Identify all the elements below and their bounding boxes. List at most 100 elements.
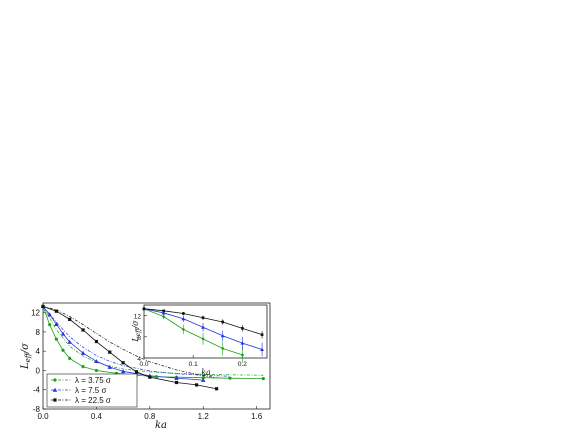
main-x-tick-label: 0.4 — [91, 412, 103, 421]
inset-x-tick-labels: 0.0 0.1 0.2 — [139, 361, 247, 368]
main-series-1-point — [120, 369, 126, 374]
inset-series-1-point — [260, 347, 264, 352]
main-series-0-point — [68, 356, 72, 361]
inset-series-0-point — [182, 328, 185, 331]
inset-y-axis-label-rest: /σ — [131, 320, 140, 330]
main-y-tick-label: 0 — [36, 366, 41, 375]
main-series-2-theory-line — [42, 306, 217, 379]
main-series-1-point — [174, 375, 179, 380]
main-series-1-point — [60, 331, 66, 336]
inset-x-tick-label: 0.0 — [139, 361, 148, 368]
inset-series-2-point — [260, 333, 264, 336]
main-series-0-point — [261, 377, 265, 381]
inset-series-1-point — [161, 311, 166, 315]
main-series-2-point — [174, 380, 179, 385]
inset-series-1-point — [240, 341, 245, 345]
main-series-1-point — [54, 322, 59, 326]
main-series-0-point — [154, 375, 159, 379]
main-y-axis-label-rest: /σ — [20, 342, 31, 354]
inset-series-1-point — [220, 333, 225, 338]
main-series-2-point — [68, 317, 72, 321]
main-x-tick-label: 0.8 — [144, 412, 156, 421]
main-series-2-point — [148, 375, 152, 379]
main-series-2-point — [81, 328, 85, 332]
inset-series-points — [142, 306, 264, 363]
legend-label-2: λ = 22.5 σ — [75, 396, 111, 405]
inset-x-axis-label: ka — [201, 368, 211, 377]
main-series-1-point — [201, 377, 206, 382]
inset-series-0-point — [241, 353, 244, 357]
inset-series-0-point — [221, 347, 225, 350]
legend-swatch-marker-2 — [53, 398, 57, 402]
inset-y-tick-label: 8 — [137, 335, 141, 342]
main-series-2-point — [134, 370, 139, 374]
inset-x-tick-label: 0.2 — [238, 361, 247, 368]
main-series-1-point — [47, 312, 52, 317]
main-x-tick-labels: 0.0 0.4 0.8 1.2 1.6 — [37, 412, 262, 421]
legend-swatch-marker-1 — [52, 387, 58, 392]
main-series-0-line — [42, 306, 264, 380]
main-y-tick-label: 12 — [31, 309, 40, 318]
main-series-2-point — [108, 350, 112, 354]
main-y-tick-label: 4 — [36, 347, 41, 356]
main-series-1-point — [80, 350, 86, 355]
main-series-2-line — [42, 305, 217, 390]
inset-series-2-point — [182, 312, 185, 315]
main-plot-frame — [42, 302, 271, 410]
main-series-1-point — [94, 359, 99, 364]
legend-items: λ = 3.75 σλ = 7.5 σλ = 22.5 σ — [51, 376, 111, 405]
inset-series-1-point — [181, 316, 186, 321]
inset-series-2-point — [201, 316, 205, 320]
inset-series-2-point — [221, 320, 225, 324]
main-y-axis-label-sub: eff — [24, 352, 32, 362]
inset-y-tick-labels: 4 8 12 — [134, 314, 142, 363]
inset-series-1-point — [201, 325, 205, 329]
inset-y-tick-label: 12 — [134, 314, 142, 321]
main-series-2-point — [54, 309, 58, 313]
main-x-tick-label: 1.6 — [251, 412, 263, 421]
inset-series-2-point — [241, 327, 244, 330]
main-x-axis-label: ka — [155, 420, 167, 431]
legend: λ = 3.75 σλ = 7.5 σλ = 22.5 σ — [46, 373, 138, 408]
inset-series-2-point — [162, 309, 165, 313]
legend-swatch-marker-0 — [53, 378, 57, 382]
main-series-0-point — [228, 376, 232, 380]
inset-series-2-point — [142, 307, 146, 311]
main-y-tick-label: -8 — [33, 405, 41, 414]
main-chart: 0.0 0.4 0.8 1.2 1.6 -8 -4 0 4 8 12 ka Leff/σ λ = … — [20, 302, 271, 431]
main-y-axis-label: Leff/σ — [20, 342, 32, 370]
main-series-0-point — [81, 365, 85, 369]
inset-series-0-point — [162, 315, 165, 318]
main-y-tick-labels: -8 -4 0 4 8 12 — [31, 309, 40, 414]
main-series-2-point — [194, 383, 199, 387]
main-y-tick-label: 8 — [36, 328, 41, 337]
inset-series-0-point — [201, 337, 205, 341]
main-series-2-point — [214, 387, 219, 391]
main-series-1-point — [67, 339, 72, 344]
main-ticks — [42, 312, 257, 410]
legend-box — [46, 373, 138, 408]
inset-chart: 0.0 0.1 0.2 4 8 12 ka Leff/σ — [131, 304, 268, 377]
inset-x-tick-label: 0.1 — [189, 361, 198, 368]
legend-label-1: λ = 7.5 σ — [75, 386, 106, 395]
main-series-lines — [42, 305, 264, 390]
main-series-0-point — [61, 348, 65, 352]
main-series-1-line — [42, 306, 204, 381]
main-y-tick-label: -4 — [33, 386, 41, 395]
main-x-tick-label: 1.2 — [198, 412, 210, 421]
main-series-1-point — [107, 364, 112, 369]
main-series-0-theory-line — [42, 306, 264, 376]
main-series-2-point — [94, 339, 99, 344]
main-y-axis-label-main: L — [20, 362, 31, 370]
inset-y-axis-label: Leff/σ — [131, 320, 142, 343]
main-series-0-point — [48, 323, 52, 327]
inset-series-0-line — [143, 308, 243, 356]
main-series-2-point — [41, 304, 45, 308]
main-series-points — [40, 304, 265, 391]
legend-label-0: λ = 3.75 σ — [75, 376, 111, 385]
main-series-2-point — [121, 361, 125, 365]
main-series-0-point — [54, 337, 58, 341]
main-x-tick-label: 0.0 — [37, 412, 49, 421]
inset-y-tick-label: 4 — [137, 356, 141, 363]
